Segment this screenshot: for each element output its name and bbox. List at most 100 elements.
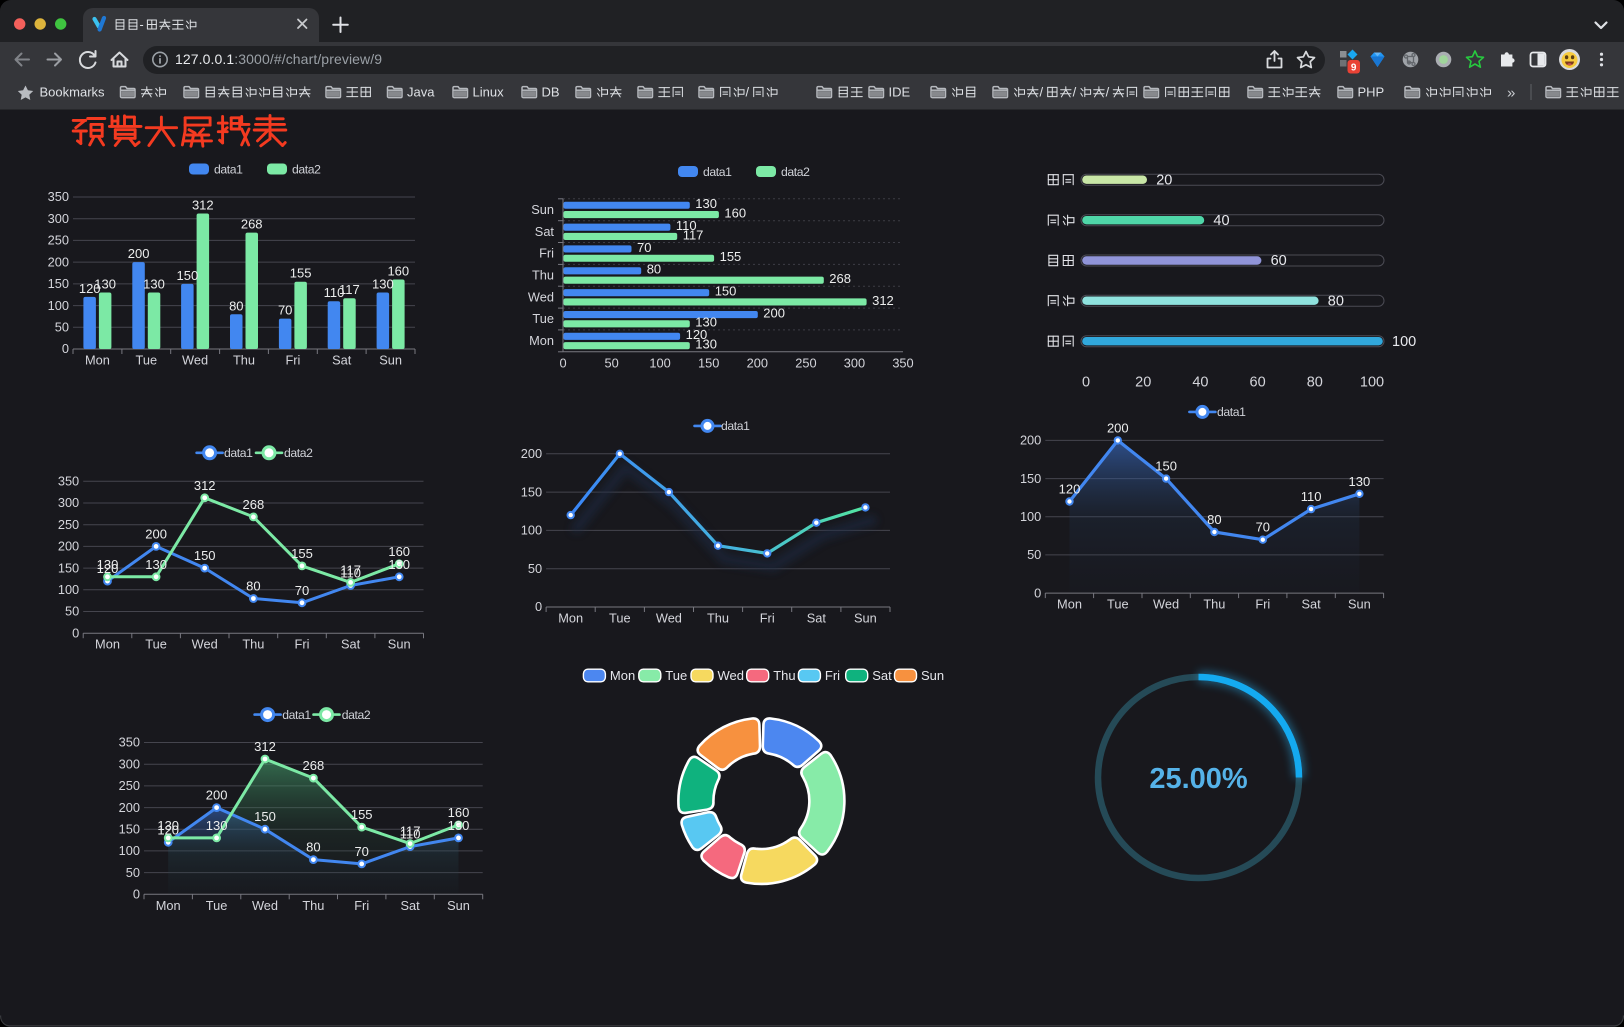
svg-text:Thu: Thu bbox=[233, 353, 255, 368]
svg-text:Sat: Sat bbox=[872, 668, 892, 683]
svg-text:130: 130 bbox=[94, 277, 116, 292]
svg-text:150: 150 bbox=[48, 276, 69, 291]
svg-text:350: 350 bbox=[892, 356, 913, 371]
svg-text:Sun: Sun bbox=[921, 668, 944, 683]
svg-text:117: 117 bbox=[683, 227, 704, 242]
svg-text:0: 0 bbox=[72, 625, 79, 640]
svg-text:70: 70 bbox=[295, 583, 309, 598]
svg-text:25.00%: 25.00% bbox=[1149, 763, 1248, 795]
svg-text:200: 200 bbox=[521, 446, 542, 461]
svg-text:100: 100 bbox=[119, 843, 140, 858]
svg-text:117: 117 bbox=[400, 824, 421, 839]
svg-text:Thu: Thu bbox=[707, 611, 729, 626]
svg-text:Tue: Tue bbox=[145, 637, 167, 652]
svg-text:50: 50 bbox=[126, 865, 140, 880]
svg-text:120: 120 bbox=[157, 822, 179, 837]
svg-text:160: 160 bbox=[388, 544, 410, 559]
svg-text:100: 100 bbox=[1392, 334, 1416, 350]
svg-text:80: 80 bbox=[246, 579, 260, 594]
svg-text:150: 150 bbox=[194, 548, 216, 563]
svg-text:data1: data1 bbox=[282, 708, 311, 722]
svg-text:/: / bbox=[1073, 85, 1077, 100]
svg-text:160: 160 bbox=[387, 264, 409, 279]
svg-text:80: 80 bbox=[647, 262, 661, 277]
svg-text:Wed: Wed bbox=[528, 289, 554, 304]
svg-text:Sun: Sun bbox=[854, 611, 877, 626]
svg-text:300: 300 bbox=[844, 356, 865, 371]
svg-text:200: 200 bbox=[119, 800, 140, 815]
svg-text:60: 60 bbox=[1250, 375, 1266, 391]
svg-text:Sat: Sat bbox=[535, 224, 555, 239]
svg-text:Mon: Mon bbox=[95, 637, 120, 652]
svg-text:Mon: Mon bbox=[529, 333, 554, 348]
svg-text:200: 200 bbox=[1020, 433, 1041, 448]
svg-text:268: 268 bbox=[241, 217, 263, 232]
svg-text:Fri: Fri bbox=[825, 668, 840, 683]
svg-text:160: 160 bbox=[448, 805, 470, 820]
svg-text:Thu: Thu bbox=[242, 637, 264, 652]
svg-text:data1: data1 bbox=[721, 419, 750, 433]
svg-text:Bookmarks: Bookmarks bbox=[40, 85, 106, 100]
svg-text:130: 130 bbox=[143, 277, 165, 292]
svg-text:312: 312 bbox=[192, 198, 214, 213]
svg-text:130: 130 bbox=[145, 557, 167, 572]
svg-text:»: » bbox=[1507, 85, 1515, 102]
svg-text:Thu: Thu bbox=[302, 898, 324, 913]
svg-text:300: 300 bbox=[48, 211, 69, 226]
svg-text:Sun: Sun bbox=[379, 353, 402, 368]
svg-text:50: 50 bbox=[65, 604, 79, 619]
svg-text:/: / bbox=[1106, 85, 1110, 100]
svg-text:80: 80 bbox=[1307, 375, 1323, 391]
svg-text:350: 350 bbox=[58, 474, 79, 489]
svg-text:200: 200 bbox=[145, 526, 167, 541]
svg-text:200: 200 bbox=[58, 539, 79, 554]
svg-text:60: 60 bbox=[1271, 253, 1287, 269]
svg-text:0: 0 bbox=[1082, 375, 1090, 391]
svg-text:Fri: Fri bbox=[539, 246, 554, 261]
svg-text:130: 130 bbox=[695, 196, 717, 211]
svg-text:Wed: Wed bbox=[1153, 597, 1179, 612]
svg-text:120: 120 bbox=[686, 327, 708, 342]
svg-text:200: 200 bbox=[206, 788, 228, 803]
svg-text:Mon: Mon bbox=[156, 898, 181, 913]
svg-text:80: 80 bbox=[306, 840, 320, 855]
svg-text:80: 80 bbox=[1328, 293, 1344, 309]
svg-text:data2: data2 bbox=[342, 708, 371, 722]
svg-text:100: 100 bbox=[48, 298, 69, 313]
svg-text:Wed: Wed bbox=[656, 611, 682, 626]
svg-text:Sun: Sun bbox=[447, 898, 470, 913]
svg-text:0: 0 bbox=[62, 341, 69, 356]
svg-text:130: 130 bbox=[448, 818, 470, 833]
svg-text:Sat: Sat bbox=[332, 353, 352, 368]
svg-text:130: 130 bbox=[372, 277, 394, 292]
svg-text:0: 0 bbox=[535, 599, 542, 614]
svg-text:Tue: Tue bbox=[609, 611, 631, 626]
svg-text:Tue: Tue bbox=[206, 898, 228, 913]
svg-text:268: 268 bbox=[303, 758, 325, 773]
svg-text:155: 155 bbox=[351, 807, 373, 822]
svg-text:350: 350 bbox=[48, 189, 69, 204]
svg-text:200: 200 bbox=[1107, 420, 1129, 435]
svg-text:150: 150 bbox=[177, 268, 199, 283]
svg-text:300: 300 bbox=[119, 756, 140, 771]
svg-text:150: 150 bbox=[1155, 459, 1177, 474]
svg-text:-: - bbox=[140, 18, 144, 32]
svg-text:120: 120 bbox=[79, 281, 101, 296]
svg-text:312: 312 bbox=[872, 293, 894, 308]
svg-text:Sun: Sun bbox=[388, 637, 411, 652]
svg-text:100: 100 bbox=[1360, 375, 1384, 391]
svg-text:20: 20 bbox=[1156, 172, 1172, 188]
svg-text:IDE: IDE bbox=[889, 85, 911, 100]
svg-text:130: 130 bbox=[695, 337, 717, 352]
svg-text:0: 0 bbox=[133, 887, 140, 902]
svg-text:Sun: Sun bbox=[1348, 597, 1371, 612]
svg-text:20: 20 bbox=[1135, 375, 1151, 391]
svg-text:Tue: Tue bbox=[532, 311, 554, 326]
svg-text:130: 130 bbox=[388, 557, 410, 572]
svg-text:0: 0 bbox=[1034, 585, 1041, 600]
svg-text:80: 80 bbox=[1207, 512, 1221, 527]
svg-text:70: 70 bbox=[637, 240, 651, 255]
svg-text:130: 130 bbox=[1349, 474, 1371, 489]
svg-text:250: 250 bbox=[795, 356, 816, 371]
svg-text:200: 200 bbox=[747, 356, 768, 371]
